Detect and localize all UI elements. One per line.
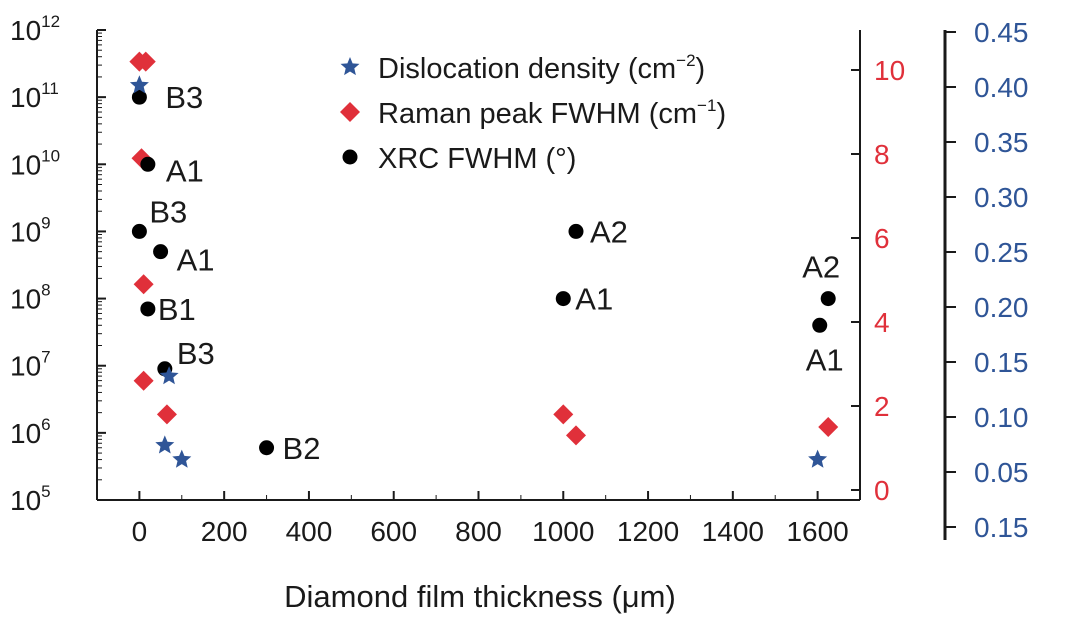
right-tick-label: 0 <box>874 475 890 506</box>
raman-peak-fwhm-point <box>818 417 839 437</box>
outer-right-tick-label: 0.25 <box>974 237 1029 268</box>
data-marks <box>129 51 839 468</box>
xrc-fwhm-point <box>131 89 147 105</box>
outer-right-tick-label: 0.15 <box>974 512 1029 543</box>
legend-label: XRC FWHM (°) <box>378 143 576 175</box>
outer-right-tick-label: 0.35 <box>974 127 1029 158</box>
outer-right-tick-label: 0.20 <box>974 292 1029 323</box>
raman-peak-fwhm-point <box>135 51 156 72</box>
xrc-fwhm-point <box>140 301 156 317</box>
legend-label: Raman peak FWHM (cm−1) <box>378 96 726 130</box>
xrc-fwhm-point <box>259 440 275 456</box>
left-y-axis: 105 106 107 108 109 1010 1011 1012 <box>10 12 106 516</box>
point-label: B1 <box>158 292 196 327</box>
right-tick-label: 8 <box>874 139 890 170</box>
left-tick-label: 1012 <box>10 12 60 46</box>
right-tick-label: 10 <box>874 55 905 86</box>
left-tick-label: 1011 <box>10 79 59 113</box>
outer-right-tick-label: 0.30 <box>974 182 1029 213</box>
x-tick-label: 1400 <box>702 516 764 547</box>
x-axis-title: Diamond film thickness (μm) <box>284 579 676 614</box>
point-label: A1 <box>575 282 613 317</box>
dislocation-density-point <box>155 435 175 454</box>
xrc-fwhm-point <box>140 156 156 172</box>
right-tick-label: 6 <box>874 223 890 254</box>
raman-peak-fwhm-point <box>565 425 586 446</box>
left-tick-label: 108 <box>10 281 51 315</box>
point-label: B3 <box>149 194 187 229</box>
point-label: B3 <box>177 336 215 371</box>
dislocation-density-point <box>159 366 179 385</box>
point-annotations: B3 A1 B3 A1 B1 B3 B2 A2 A1 A2 A1 <box>149 80 843 466</box>
raman-peak-fwhm-point <box>133 370 154 391</box>
x-tick-label: 800 <box>455 516 502 547</box>
raman-peak-fwhm-point <box>553 404 574 425</box>
right-tick-label: 2 <box>874 391 890 422</box>
right-tick-label: 4 <box>874 307 890 338</box>
left-tick-label: 109 <box>10 213 51 247</box>
xrc-fwhm-point <box>812 317 828 333</box>
point-label: B2 <box>283 431 321 466</box>
left-tick-label: 106 <box>10 415 51 449</box>
point-label: B3 <box>165 80 203 115</box>
outer-right-y-axis: 0.15 0.05 0.10 0.15 0.20 0.25 0.30 0.35 0.40 0.45 <box>945 17 1029 543</box>
outer-right-tick-label: 0.15 <box>974 347 1029 378</box>
left-tick-label: 105 <box>10 482 51 516</box>
x-tick-label: 0 <box>132 516 148 547</box>
outer-right-tick-label: 0.40 <box>974 72 1029 103</box>
right-y-axis: 0 2 4 6 8 10 <box>851 55 905 506</box>
legend-label: Dislocation density (cm−2) <box>378 51 705 85</box>
x-axis: 0 200 400 600 800 1000 1200 1400 1600 <box>96 491 861 547</box>
dislocation-density-point <box>172 449 192 468</box>
legend: Dislocation density (cm−2) Raman peak FWH… <box>340 51 726 175</box>
x-tick-label: 1600 <box>786 516 848 547</box>
point-label: A1 <box>177 243 215 278</box>
xrc-fwhm-point <box>131 223 147 239</box>
x-tick-label: 1200 <box>617 516 679 547</box>
legend-marker <box>342 149 358 165</box>
legend-marker <box>340 102 360 122</box>
outer-right-tick-label: 0.10 <box>974 402 1029 433</box>
outer-right-tick-label: 0.45 <box>974 17 1029 48</box>
xrc-fwhm-point <box>153 244 169 260</box>
outer-right-tick-label: 0.05 <box>974 457 1029 488</box>
xrc-fwhm-point <box>568 223 584 239</box>
x-tick-label: 1000 <box>532 516 594 547</box>
raman-peak-fwhm-point <box>133 274 154 295</box>
left-tick-label: 1010 <box>10 146 60 180</box>
point-label: A1 <box>806 342 844 377</box>
dislocation-density-point <box>129 75 149 94</box>
left-tick-label: 107 <box>10 348 51 382</box>
legend-marker <box>340 57 360 76</box>
point-label: A2 <box>590 214 628 249</box>
point-label: A2 <box>802 250 840 285</box>
dislocation-density-point <box>808 449 828 468</box>
x-tick-label: 200 <box>201 516 248 547</box>
xrc-fwhm-point <box>820 291 836 307</box>
x-tick-label: 400 <box>286 516 333 547</box>
point-label: A1 <box>166 153 204 188</box>
x-tick-label: 600 <box>370 516 417 547</box>
xrc-fwhm-point <box>555 291 571 307</box>
raman-peak-fwhm-point <box>156 404 177 425</box>
